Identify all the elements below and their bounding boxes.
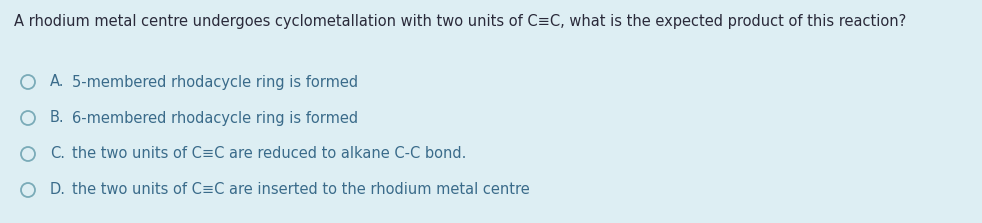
Text: A.: A.	[50, 74, 65, 89]
Text: the two units of C≡C are reduced to alkane C-C bond.: the two units of C≡C are reduced to alka…	[72, 147, 466, 161]
Text: B.: B.	[50, 111, 65, 126]
Text: 6-membered rhodacycle ring is formed: 6-membered rhodacycle ring is formed	[72, 111, 358, 126]
Text: the two units of C≡C are inserted to the rhodium metal centre: the two units of C≡C are inserted to the…	[72, 182, 529, 198]
Text: A rhodium metal centre undergoes cyclometallation with two units of C≡C, what is: A rhodium metal centre undergoes cyclome…	[14, 14, 906, 29]
Text: 5-membered rhodacycle ring is formed: 5-membered rhodacycle ring is formed	[72, 74, 358, 89]
Text: D.: D.	[50, 182, 66, 198]
Text: C.: C.	[50, 147, 65, 161]
